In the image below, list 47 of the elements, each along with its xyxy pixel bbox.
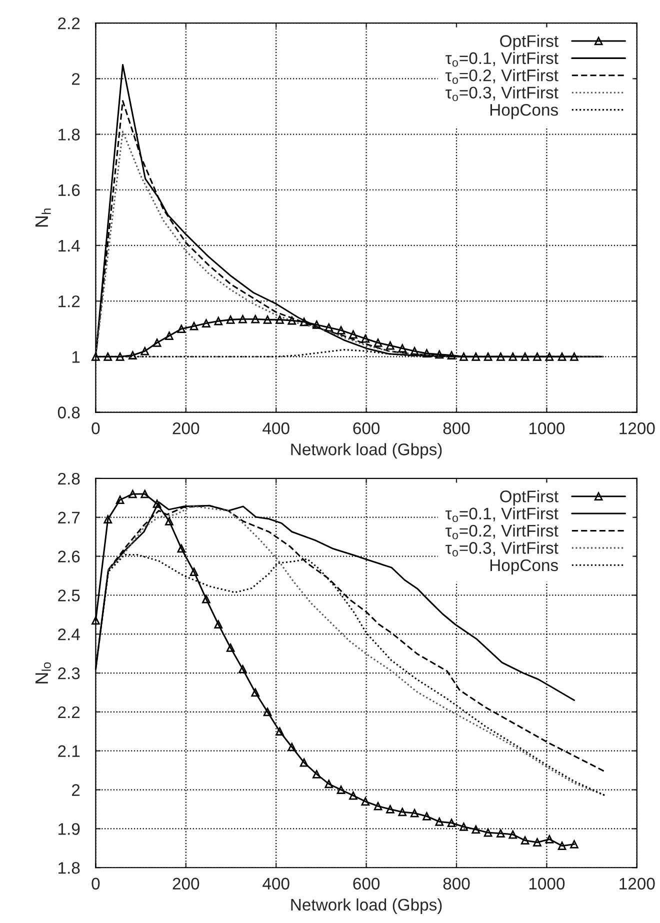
y-tick-label: 2.6	[58, 550, 80, 562]
y-tick-label: 1.4	[58, 240, 80, 252]
y-tick-label: 2.8	[58, 472, 80, 485]
legend-label: HopCons	[490, 104, 558, 120]
x-axis-title: Network load (Gbps)	[291, 898, 442, 914]
x-tick-label: 600	[353, 422, 380, 434]
x-tick-label: 600	[353, 878, 380, 890]
x-tick-label: 0	[92, 878, 100, 890]
x-tick-label: 400	[262, 422, 290, 434]
x-tick-label: 800	[443, 422, 470, 434]
y-tick-label: 2.3	[58, 667, 80, 680]
y-tick-label: 2.2	[58, 706, 80, 718]
y-tick-label: 0.8	[58, 406, 80, 418]
y-tick-label: 1.2	[58, 295, 80, 308]
y-tick-label: 2.7	[58, 512, 80, 524]
y-tick-label: 1	[72, 351, 80, 363]
y-tick-label: 1.8	[58, 128, 80, 140]
legend-label: τ$_{o}$=0.3, VirtFirst	[445, 542, 558, 556]
x-tick-label: 200	[172, 422, 200, 434]
legend-label: OptFirst	[500, 490, 558, 506]
x-axis-title: Network load (Gbps)	[291, 443, 442, 459]
x-tick-label: 1000	[529, 878, 565, 890]
x-tick-label: 1200	[620, 878, 655, 890]
y-axis-title: N$_{lo}$	[35, 662, 51, 684]
x-tick-label: 1000	[529, 422, 565, 434]
legend-label: τ$_{o}$=0.1, VirtFirst	[445, 507, 558, 522]
y-tick-label: 2	[72, 73, 80, 85]
legend-label: τ$_{o}$=0.1, VirtFirst	[445, 52, 558, 67]
y-tick-label: 2.4	[58, 628, 80, 640]
legend-label: HopCons	[490, 559, 558, 574]
x-tick-label: 1200	[620, 422, 655, 434]
x-tick-label: 0	[92, 422, 100, 434]
y-tick-label: 2	[72, 784, 80, 796]
legend-label: τ$_{o}$=0.2, VirtFirst	[445, 524, 558, 540]
legend-label: τ$_{o}$=0.2, VirtFirst	[445, 69, 558, 84]
y-tick-label: 2.1	[58, 745, 80, 757]
legend-label: τ$_{o}$=0.3, VirtFirst	[445, 86, 558, 102]
legend-label: OptFirst	[500, 34, 558, 50]
y-tick-label: 1.6	[58, 184, 80, 196]
y-tick-label: 1.9	[58, 823, 80, 835]
y-tick-label: 1.8	[58, 862, 80, 874]
x-tick-label: 200	[172, 878, 200, 890]
y-tick-label: 2.5	[58, 590, 80, 602]
y-tick-label: 2.2	[58, 17, 80, 30]
y-axis-title: N$_{h}$	[35, 208, 51, 227]
x-tick-label: 800	[443, 878, 470, 890]
x-tick-label: 400	[262, 878, 290, 890]
